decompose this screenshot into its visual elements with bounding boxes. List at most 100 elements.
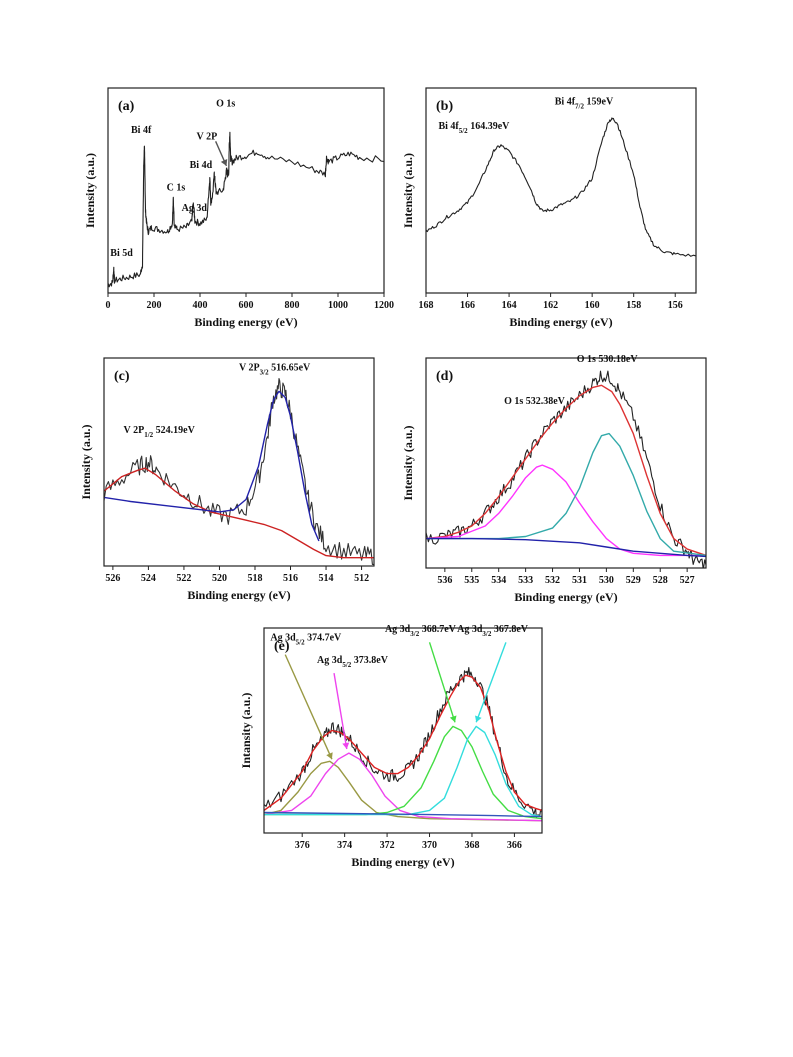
series-group-c [104,378,374,565]
panel-label-d: (d) [436,369,453,384]
x-tick-label-c-5: 516 [283,573,298,584]
plot-frame-b [425,87,697,294]
x-tick-label-c-1: 524 [141,573,156,584]
annotation-e-2: Ag 3d3/2 368.7eV [385,624,457,638]
chart-svg-d: 536 535 534 533 532 531 530 529 528 527 (d) Binding… [401,354,707,604]
series-line-e-2 [264,760,542,822]
plot-frame-d [425,357,707,569]
series-group-a [108,131,384,288]
y-axis-label-d: Intensity (a.u.) [401,425,415,500]
x-tick-label-a-2: 400 [193,300,208,311]
panel-label-c: (c) [114,369,130,384]
plot-frame-c [103,357,375,567]
series-line-e-6 [264,811,542,818]
panel-label-b: (b) [436,99,453,114]
x-tick-label-b-5: 158 [626,300,641,311]
arrow-head-e-1 [342,742,350,749]
annotation-a-3: Ag 3d [182,203,208,214]
x-tick-label-d-9: 527 [680,575,695,586]
x-tick-label-e-5: 366 [507,840,522,851]
series-line-a-0 [108,131,384,288]
x-tick-label-c-2: 522 [176,573,191,584]
x-axis-label-b: Binding energy (eV) [509,315,612,329]
x-tick-label-b-3: 162 [543,300,558,311]
x-tick-label-e-0: 376 [295,840,310,851]
x-tick-label-b-2: 164 [502,300,517,311]
annotation-a-2: C 1s [167,183,186,194]
series-group-e [264,667,542,822]
annotation-a-6: O 1s [216,98,235,109]
plot-frame-e [263,627,543,834]
chart-svg-a: 0 200 400 600 800 1000 1200 (a) Binding energy (… [83,87,394,329]
chart-svg-e: 376 374 372 370 368 366 (e) Binding energy (eV)… [239,624,543,869]
annotation-a-5: V 2P [197,131,218,142]
y-axis-label-e: Intansity (a.u.) [239,693,253,769]
arrow-line-e-1 [333,672,348,750]
annotation-a-0: Bi 5d [110,248,133,259]
arrow-line-e-2 [428,642,456,723]
x-tick-label-b-1: 166 [460,300,475,311]
x-tick-label-c-7: 512 [354,573,369,584]
x-tick-label-c-4: 518 [247,573,262,584]
x-tick-label-e-3: 370 [422,840,437,851]
x-tick-label-a-1: 200 [147,300,162,311]
chart-svg-c: 526 524 522 520 518 516 514 512 (c) Binding energ… [79,357,375,602]
series-line-e-1 [264,674,542,812]
x-tick-label-c-0: 526 [105,573,120,584]
x-tick-label-d-3: 533 [518,575,533,586]
x-tick-label-b-0: 168 [419,300,434,311]
chart-panel-a: 0 200 400 600 800 1000 1200 (a) Binding energy (… [60,80,394,335]
series-group-b [426,117,696,257]
chart-panel-e: 376 374 372 370 368 366 (e) Binding energy (eV)… [224,618,554,878]
arrow-head-e-0 [326,752,333,760]
annotation-a-4: Bi 4d [190,160,213,171]
series-line-d-1 [426,384,706,557]
annotation-c-1: V 2P3/2 516.65eV [239,362,311,376]
series-line-e-0 [264,667,542,819]
x-tick-label-d-7: 529 [626,575,641,586]
annotation-d-1: O 1s 530.18eV [577,354,639,365]
x-tick-label-c-3: 520 [212,573,227,584]
x-tick-label-d-5: 531 [572,575,587,586]
chart-svg-b: 168 166 164 162 160 158 156 (b) Binding energy (… [401,87,697,329]
arrow-head-e-2 [449,715,457,723]
x-tick-label-d-1: 535 [464,575,479,586]
x-tick-label-d-6: 530 [599,575,614,586]
series-line-e-3 [264,752,542,822]
series-line-b-0 [426,117,696,257]
x-tick-label-a-0: 0 [106,300,111,311]
arrow-head-e-3 [475,715,482,723]
x-tick-label-d-8: 528 [653,575,668,586]
panel-label-a: (a) [118,99,135,114]
annotation-b-1: Bi 4f7/2 159eV [555,96,614,110]
series-line-d-4 [426,537,706,558]
x-tick-label-d-4: 532 [545,575,560,586]
series-line-c-2 [104,390,320,542]
series-line-c-0 [104,378,374,565]
chart-panel-d: 536 535 534 533 532 531 530 529 528 527 (d) Binding… [390,350,710,605]
y-axis-label-b: Intensity (a.u.) [401,153,415,228]
series-line-c-1 [104,467,374,559]
plot-frame-a [107,87,385,294]
x-tick-label-b-4: 160 [585,300,600,311]
x-tick-label-a-4: 800 [285,300,300,311]
annotation-b-0: Bi 4f5/2 164.39eV [438,121,510,135]
x-tick-label-d-2: 534 [491,575,506,586]
y-axis-label-c: Intensity (a.u.) [79,424,93,499]
panel-label-e: (e) [274,639,290,654]
series-line-e-4 [264,725,542,820]
arrow-line-e-3 [475,642,507,723]
chart-panel-c: 526 524 522 520 518 516 514 512 (c) Binding energ… [62,350,392,605]
series-line-d-0 [426,370,706,568]
annotation-e-3: Ag 3d3/2 367.8eV [457,624,529,638]
x-tick-label-c-6: 514 [319,573,334,584]
annotation-d-0: O 1s 532.38eV [504,396,566,407]
annotation-a-1: Bi 4f [131,125,152,136]
arrow-head-a-0 [220,158,228,166]
y-axis-label-a: Intensity (a.u.) [83,153,97,228]
x-tick-label-d-0: 536 [437,575,452,586]
x-tick-label-e-4: 368 [464,840,479,851]
series-line-e-5 [264,725,542,818]
x-tick-label-a-5: 1000 [328,300,348,311]
